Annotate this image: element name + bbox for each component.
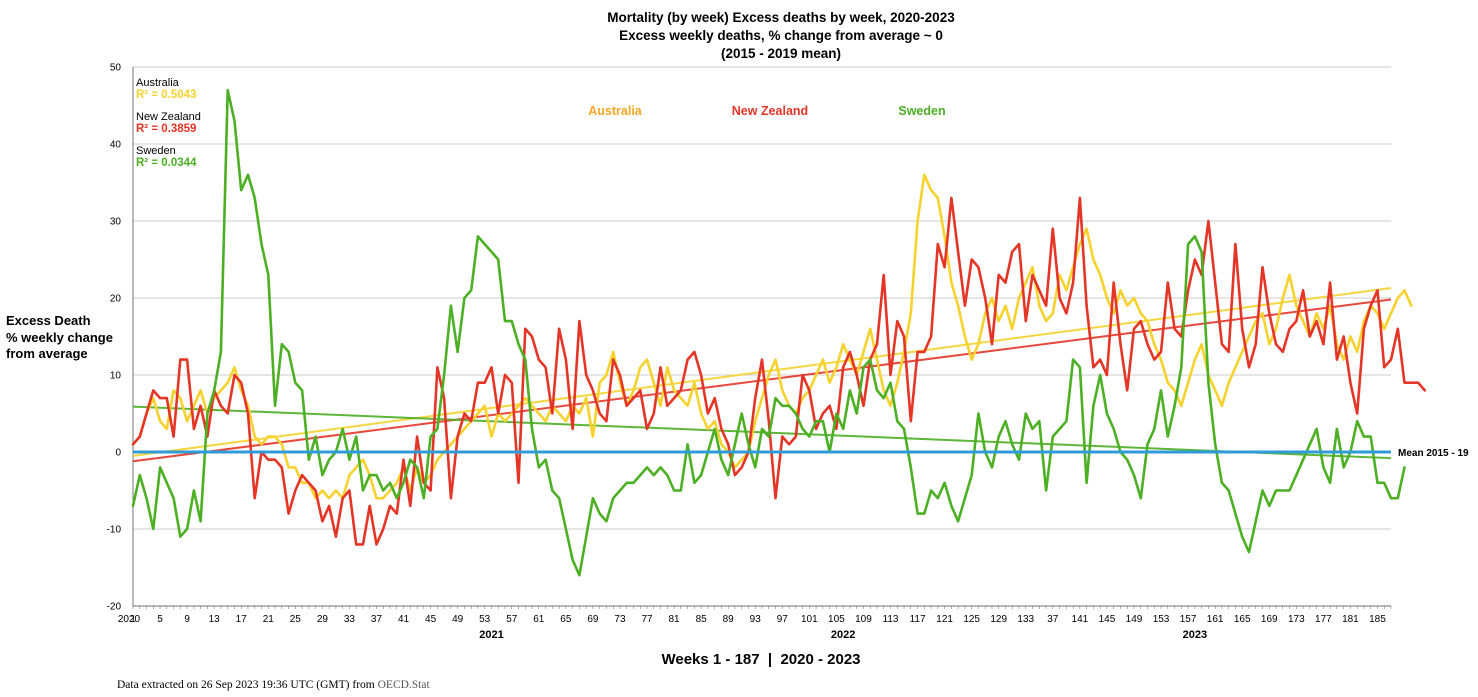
x-tick-label-2: 5 [157,614,163,625]
x-tick-label-40: 157 [1180,614,1197,625]
series-lines [131,88,1427,577]
y-tick-label-5: 0 [115,448,121,459]
x-tick-label-4: 13 [209,614,221,625]
x-tick-label-32: 125 [963,614,980,625]
series-line-sweden [131,88,1406,577]
x-tick-label-36: 141 [1072,614,1089,625]
y-tick-label-6: -10 [107,525,122,536]
x-tick-label-30: 117 [910,614,926,625]
x-tick-label-47: 185 [1369,614,1386,625]
chart-title-line-2: Excess weekly deaths, % change from aver… [619,28,943,43]
x-tick-label-38: 149 [1126,614,1143,625]
y-axis-label-line-3: from average [6,346,88,361]
chart-title-line-1: Mortality (by week) Excess deaths by wee… [607,10,955,25]
x-tick-label-34: 133 [1017,614,1034,625]
x-tick-label-6: 21 [263,614,275,625]
y-tick-label-7: -20 [107,602,122,613]
y-tick-label-0: 50 [110,63,122,74]
x-tick-label-15: 57 [506,614,518,625]
x-tick-label-43: 169 [1261,614,1278,625]
x-tick-label-7: 25 [290,614,302,625]
legend-new-zealand: New Zealand [732,104,808,118]
x-tick-label-11: 41 [398,614,410,625]
x-tick-label-17: 65 [560,614,572,625]
y-tick-label-3: 20 [110,294,122,305]
x-tick-label-33: 129 [990,614,1007,625]
source-link[interactable]: OECD.Stat [378,679,431,691]
x-tick-label-16: 61 [533,614,545,625]
x-tick-label-20: 77 [641,614,653,625]
legend-australia: Australia [588,104,643,118]
source-note-text: Data extracted on 26 Sep 2023 19:36 UTC … [117,679,378,691]
x-tick-label-35: 37 [1047,614,1059,625]
x-tick-label-41: 161 [1207,614,1224,625]
x-tick-label-28: 109 [855,614,872,625]
x-tick-label-12: 45 [425,614,437,625]
x-tick-label-37: 145 [1099,614,1116,625]
x-tick-label-21: 81 [669,614,681,625]
y-tick-label-2: 30 [110,217,122,228]
x-tick-label-27: 105 [828,614,845,625]
source-note: Data extracted on 26 Sep 2023 19:36 UTC … [117,679,430,691]
r2-name-australia: Australia [136,77,180,89]
series-line-australia [131,173,1413,500]
y-axis-label-line-1: Excess Death [6,313,91,328]
y-axis-label-line-2: % weekly change [6,330,113,345]
x-tick-label-8: 29 [317,614,329,625]
y-axis-ticks: 50 40 30 20 10 0 -10 -20 [107,63,122,613]
x-tick-label-25: 97 [777,614,789,625]
x-tick-label-45: 177 [1315,614,1332,625]
x-tick-label-44: 173 [1288,614,1305,625]
chart-title-line-3: (2015 - 2019 mean) [721,46,841,61]
x-tick-label-14: 53 [479,614,491,625]
x-tick-label-24: 93 [750,614,762,625]
legend-sweden: Sweden [898,104,945,118]
year-label-2021: 2021 [479,629,503,641]
x-tick-label-10: 37 [371,614,383,625]
year-label-2022: 2022 [831,629,855,641]
x-tick-label-26: 101 [801,614,818,625]
x-tick-label-31: 121 [936,614,953,625]
r2-value-australia: R² = 0.5043 [136,89,196,101]
x-axis-title: Weeks 1 - 187 | 2020 - 2023 [661,651,860,668]
x-tick-label-9: 33 [344,614,356,625]
year-label-2023: 2023 [1183,629,1207,641]
r2-name-sweden: Sweden [136,145,176,157]
x-tick-label-23: 89 [723,614,735,625]
x-tick-label-39: 153 [1153,614,1170,625]
x-tick-label-46: 181 [1342,614,1359,625]
x-tick-label-5: 17 [236,614,248,625]
trendline-new-zealand [132,298,1392,463]
x-tick-label-18: 69 [587,614,599,625]
x-tick-label-42: 165 [1234,614,1251,625]
mean-line-label: Mean 2015 - 19 [1398,448,1469,459]
x-tick-label-29: 113 [883,614,899,625]
y-tick-label-4: 10 [110,371,122,382]
series-line-new-zealand [131,196,1427,546]
r2-name-new-zealand: New Zealand [136,111,201,123]
y-tick-label-1: 40 [110,140,122,151]
r2-value-sweden: R² = 0.0344 [136,157,197,169]
x-tick-label-13: 49 [452,614,464,625]
x-tick-label-22: 85 [696,614,708,625]
grid-lines [132,66,1391,607]
r2-value-new-zealand: R² = 0.3859 [136,123,196,135]
x-tick-label-0: 2020 [118,614,141,625]
x-tick-label-3: 9 [184,614,190,625]
x-tick-label-19: 73 [614,614,626,625]
x-tick-label-1: 1 [130,614,136,625]
